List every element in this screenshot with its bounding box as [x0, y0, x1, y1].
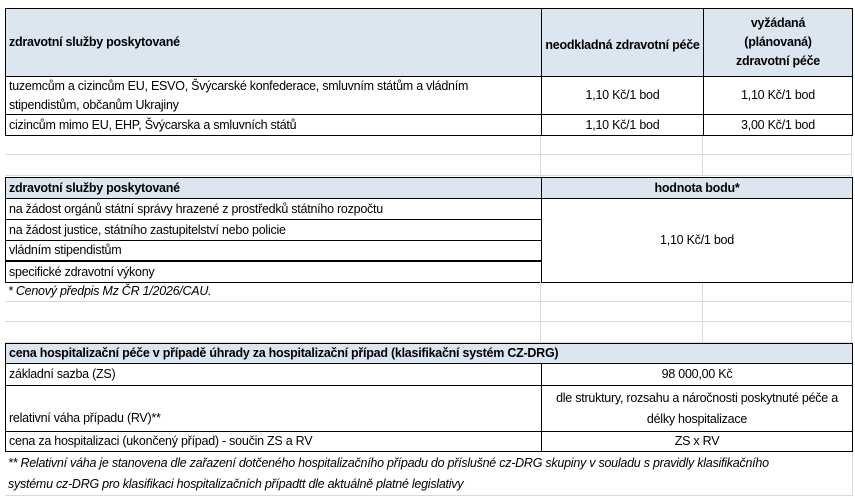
- table2-header-value: hodnota bodu*: [541, 177, 853, 199]
- empty-cell[interactable]: [541, 282, 703, 302]
- table3-row-2-value: dle struktury, rozsahu a náročnosti posk…: [541, 385, 853, 432]
- empty-cell[interactable]: [703, 302, 852, 322]
- empty-cell[interactable]: [703, 135, 852, 155]
- table2-header-services: zdravotní služby poskytované: [5, 177, 542, 199]
- empty-cell[interactable]: [5, 322, 541, 343]
- table3-row-1-value: 98 000,00 Kč: [541, 363, 853, 386]
- table2-row-2: na žádost justice, státního zastupitelst…: [5, 219, 542, 241]
- table2-value: 1,10 Kč/1 bod: [541, 198, 853, 283]
- empty-cell[interactable]: [703, 322, 852, 343]
- table2-row-4: specifické zdravotní výkony: [5, 261, 542, 283]
- empty-cell[interactable]: [5, 302, 541, 322]
- empty-cell[interactable]: [5, 135, 541, 155]
- table3-header: cena hospitalizační péče v případě úhrad…: [5, 343, 853, 364]
- table1-row-2-emergency: 1,10 Kč/1 bod: [541, 114, 704, 136]
- table1-row-1-planned: 1,10 Kč/1 bod: [703, 76, 853, 115]
- table1-header-planned: vyžádaná (plánovaná) zdravotní péče: [703, 8, 853, 77]
- table3-row-1-label: základní sazba (ZS): [5, 363, 542, 386]
- table2-row-1: na žádost orgánů státní správy hrazené z…: [5, 198, 542, 220]
- table3-row-3-label: cena za hospitalizaci (ukončený případ) …: [5, 431, 542, 452]
- empty-cell[interactable]: [5, 155, 541, 176]
- table3-row-2-label: relativní váha případu (RV)**: [5, 385, 542, 432]
- table2-row-3: vládním stipendistům: [5, 240, 542, 262]
- empty-cell[interactable]: [541, 302, 703, 322]
- table1-header-services: zdravotní služby poskytované: [5, 8, 542, 77]
- table1-header-emergency: neodkladná zdravotní péče: [541, 8, 704, 77]
- empty-cell[interactable]: [703, 155, 852, 176]
- empty-cell[interactable]: [541, 135, 703, 155]
- table2-footnote: * Cenový předpis Mz ČR 1/2026/CAU.: [5, 282, 541, 302]
- empty-cell[interactable]: [541, 155, 703, 176]
- footnote-text: ** Relativní váha je stanovena dle zařaz…: [8, 455, 769, 491]
- table1-row-2-planned: 3,00 Kč/1 bod: [703, 114, 853, 136]
- table1-row-1-emergency: 1,10 Kč/1 bod: [541, 76, 704, 115]
- empty-cell[interactable]: [703, 282, 852, 302]
- table3-footnote: ** Relativní váha je stanovena dle zařaz…: [5, 452, 853, 496]
- table3-row-3-value: ZS x RV: [541, 431, 853, 452]
- empty-cell[interactable]: [541, 322, 703, 343]
- table1-row-1-label: tuzemcům a cizincům EU, ESVO, Švýcarské …: [5, 76, 542, 115]
- table1-row-2-label: cizincům mimo EU, EHP, Švýcarska a smluv…: [5, 114, 542, 136]
- footnote-text: * Cenový předpis Mz ČR 1/2026/CAU.: [8, 284, 212, 298]
